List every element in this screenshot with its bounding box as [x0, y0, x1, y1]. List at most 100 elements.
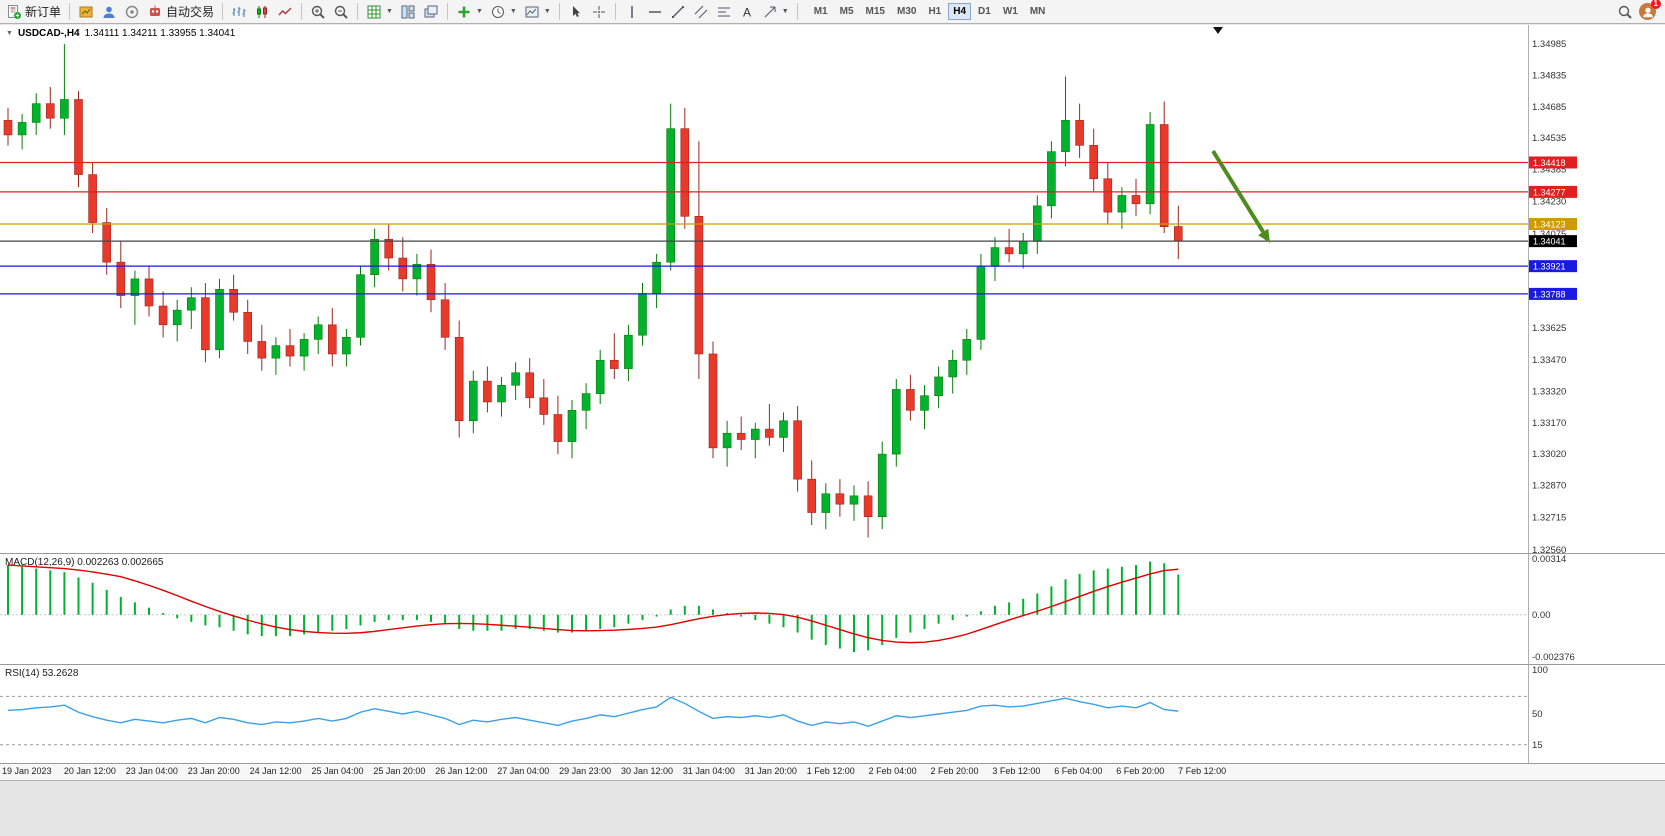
svg-text:1.34277: 1.34277	[1533, 187, 1566, 197]
tile-windows-button[interactable]	[397, 2, 419, 22]
notification-badge: 1	[1650, 0, 1661, 9]
template-button[interactable]: ▼	[521, 2, 554, 22]
tf-M15[interactable]: M15	[865, 6, 885, 17]
autotrading-button[interactable]: 自动交易	[144, 2, 217, 22]
svg-text:1.33921: 1.33921	[1533, 262, 1566, 272]
panel-separator[interactable]	[0, 553, 1665, 554]
fibonacci-button[interactable]	[713, 2, 735, 22]
candlestick-chart-icon	[257, 5, 268, 18]
trendline-button[interactable]	[667, 2, 689, 22]
autotrading-label: 自动交易	[166, 5, 215, 19]
trendline-icon	[671, 5, 684, 18]
time-axis[interactable]: 19 Jan 2023 20 Jan 12:00 23 Jan 04:00 23 Ja…	[0, 764, 1665, 780]
search-button[interactable]	[1614, 2, 1636, 22]
candlestick-chart-button[interactable]	[251, 2, 273, 22]
user-avatar[interactable]: 1	[1639, 0, 1661, 20]
cascade-windows-button[interactable]	[420, 2, 442, 22]
rsi-label: RSI(14) 53.2628	[5, 668, 79, 679]
navigator-icon	[125, 5, 139, 18]
time-label: 24 Jan 12:00	[249, 766, 302, 776]
svg-text:1.34418: 1.34418	[1533, 158, 1566, 168]
person-icon	[1642, 7, 1653, 17]
svg-text:0.00: 0.00	[1532, 610, 1551, 621]
add-indicator-icon	[458, 6, 470, 17]
toolbar-separator	[558, 3, 560, 20]
zoom-in-button[interactable]	[307, 2, 329, 22]
tf-MN[interactable]: MN	[1029, 6, 1046, 17]
panel-separator[interactable]	[0, 664, 1665, 665]
timeframe-group: M1 M5 M15 M30 H1 H4 D1 W1 MN	[809, 3, 1051, 20]
time-label: 7 Feb 12:00	[1178, 766, 1227, 776]
toolbar-separator	[357, 3, 359, 20]
arrow-annotation[interactable]	[1211, 149, 1270, 243]
svg-text:1.34123: 1.34123	[1533, 220, 1566, 230]
line-chart-button[interactable]	[274, 2, 296, 22]
svg-text:1.32870: 1.32870	[1532, 480, 1566, 491]
cascade-windows-icon	[424, 5, 438, 17]
time-label: 25 Jan 20:00	[373, 766, 426, 776]
chevron-down-icon: ▼	[543, 8, 551, 15]
equidistant-channel-icon	[694, 5, 708, 18]
bar-chart-button[interactable]	[228, 2, 250, 22]
text-tool-button[interactable]: A	[736, 2, 758, 22]
chevron-down-icon: ▼	[475, 8, 483, 15]
line-chart-icon	[278, 6, 292, 15]
vertical-line-button[interactable]	[621, 2, 643, 22]
ohlc-values: 1.34111 1.34211 1.33955 1.34041	[84, 28, 236, 39]
time-label: 27 Jan 04:00	[497, 766, 550, 776]
main-chart[interactable]: 1.34985 1.34835 1.34685 1.34535 1.34385 1.342…	[0, 25, 1665, 553]
collapse-icon[interactable]: ▼	[6, 30, 13, 37]
svg-text:1.33320: 1.33320	[1532, 387, 1566, 398]
svg-text:1.34835: 1.34835	[1532, 70, 1566, 81]
svg-text:1.32560: 1.32560	[1532, 545, 1566, 553]
panel-separator[interactable]	[0, 763, 1665, 764]
data-window-button[interactable]	[98, 2, 120, 22]
tf-W1[interactable]: W1	[1002, 6, 1018, 17]
time-label: 31 Jan 20:00	[744, 766, 797, 776]
tile-windows-icon	[401, 5, 415, 18]
svg-text:1.32715: 1.32715	[1532, 513, 1566, 524]
rsi-panel[interactable]: 100 50 15	[0, 665, 1665, 763]
svg-text:1.33170: 1.33170	[1532, 418, 1566, 429]
arrows-tool-button[interactable]: ▼	[759, 2, 792, 22]
tf-M5[interactable]: M5	[839, 6, 854, 17]
fibonacci-icon	[717, 7, 730, 16]
channel-button[interactable]	[690, 2, 712, 22]
price-axis[interactable]: 1.34985 1.34835 1.34685 1.34535 1.34385 1.342…	[1532, 39, 1566, 553]
svg-text:-0.002376: -0.002376	[1532, 652, 1575, 663]
time-label: 3 Feb 12:00	[992, 766, 1041, 776]
tf-M1[interactable]: M1	[813, 6, 828, 17]
time-label: 1 Feb 12:00	[806, 766, 855, 776]
vertical-line-icon	[631, 5, 633, 18]
tf-D1[interactable]: D1	[978, 6, 991, 17]
add-indicator-button[interactable]: ▼	[453, 2, 486, 22]
cursor-button[interactable]	[565, 2, 587, 22]
svg-text:1.34230: 1.34230	[1532, 197, 1566, 208]
tf-H4[interactable]: H4	[948, 3, 972, 20]
text-icon: A	[743, 5, 751, 19]
new-order-button[interactable]: 新订单	[3, 2, 64, 22]
cursor-icon	[572, 5, 580, 17]
data-window-icon	[103, 6, 115, 18]
zoom-out-button[interactable]	[330, 2, 352, 22]
macd-panel[interactable]: 0.00314 0.00 -0.002376	[0, 554, 1665, 664]
toolbar: 新订单 自动交易 ▼ ▼ ▼	[0, 0, 1665, 24]
svg-text:1.34685: 1.34685	[1532, 102, 1566, 113]
time-label: 23 Jan 20:00	[187, 766, 240, 776]
crosshair-button[interactable]	[588, 2, 610, 22]
horizontal-line-button[interactable]	[644, 2, 666, 22]
crosshair-icon	[592, 5, 605, 18]
chevron-down-icon: ▼	[509, 8, 517, 15]
toolbar-separator	[446, 3, 448, 20]
tf-M30[interactable]: M30	[896, 6, 917, 17]
search-icon	[1618, 5, 1632, 19]
new-chart-button[interactable]: ▼	[363, 2, 396, 22]
period-button[interactable]: ▼	[487, 2, 520, 22]
tf-H1[interactable]: H1	[928, 6, 942, 17]
market-watch-button[interactable]	[75, 2, 97, 22]
navigator-button[interactable]	[121, 2, 143, 22]
new-chart-icon	[367, 5, 381, 18]
svg-text:0.00314: 0.00314	[1532, 554, 1566, 565]
svg-text:1.33020: 1.33020	[1532, 449, 1566, 460]
svg-text:1.33788: 1.33788	[1533, 289, 1566, 299]
